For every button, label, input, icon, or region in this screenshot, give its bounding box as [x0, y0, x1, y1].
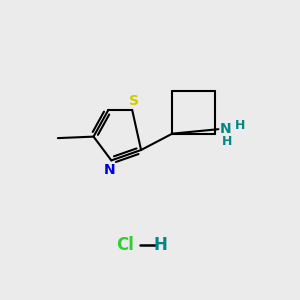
Text: N: N [220, 122, 232, 136]
Text: N: N [104, 163, 116, 177]
Text: Cl: Cl [116, 236, 134, 254]
Text: H: H [222, 136, 232, 148]
Text: H: H [154, 236, 167, 254]
Text: S: S [129, 94, 139, 108]
Text: H: H [235, 119, 246, 132]
